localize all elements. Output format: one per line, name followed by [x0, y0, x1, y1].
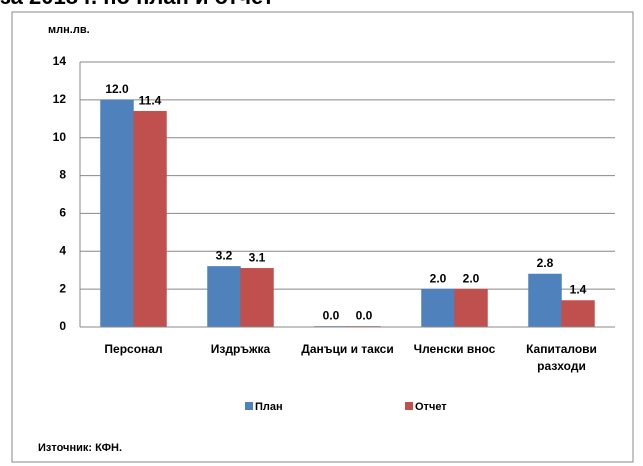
x-tick-label: Данъци и такси	[301, 342, 394, 356]
data-label: 0.0	[323, 309, 340, 323]
y-tick-label: 10	[53, 130, 67, 144]
legend-label: План	[255, 401, 283, 413]
bar	[133, 110, 167, 328]
bar	[528, 273, 562, 328]
y-tick-label: 2	[59, 281, 66, 295]
y-tick-label: 12	[53, 92, 67, 106]
x-tick-label: Капиталови разходи	[526, 342, 597, 373]
y-tick-label: 4	[59, 243, 66, 257]
source: Източник: КФН.	[38, 442, 122, 454]
data-label: 2.0	[430, 271, 447, 285]
bar	[207, 266, 241, 328]
data-label: 2.8	[537, 256, 554, 270]
bar	[100, 99, 134, 328]
x-tick-label: Издръжка	[210, 342, 271, 356]
y-tick-label: 8	[59, 168, 66, 182]
y-axis-label: млн.лв.	[48, 24, 90, 36]
y-tick-label: 6	[59, 206, 66, 220]
legend-label: Отчет	[415, 401, 447, 413]
bar	[561, 300, 595, 328]
bar	[240, 268, 274, 328]
data-label: 0.0	[356, 309, 373, 323]
data-label: 2.0	[463, 271, 480, 285]
data-label: 3.1	[249, 250, 266, 264]
x-tick-label: Членски внос	[413, 342, 496, 356]
chart-frame	[11, 11, 634, 463]
data-label: 1.4	[570, 283, 587, 297]
legend-swatch	[245, 402, 253, 410]
chart-title: за 2018 г. по план и отчет	[0, 0, 274, 9]
bar	[454, 288, 488, 328]
legend-swatch	[405, 402, 413, 410]
y-tick-label: 14	[53, 54, 67, 68]
data-label: 3.2	[216, 249, 233, 263]
data-label: 12.0	[105, 82, 129, 96]
data-label: 11.4	[139, 93, 162, 107]
x-tick-label: Персонал	[104, 342, 163, 356]
bar	[421, 288, 455, 328]
y-tick-label: 0	[59, 319, 66, 333]
